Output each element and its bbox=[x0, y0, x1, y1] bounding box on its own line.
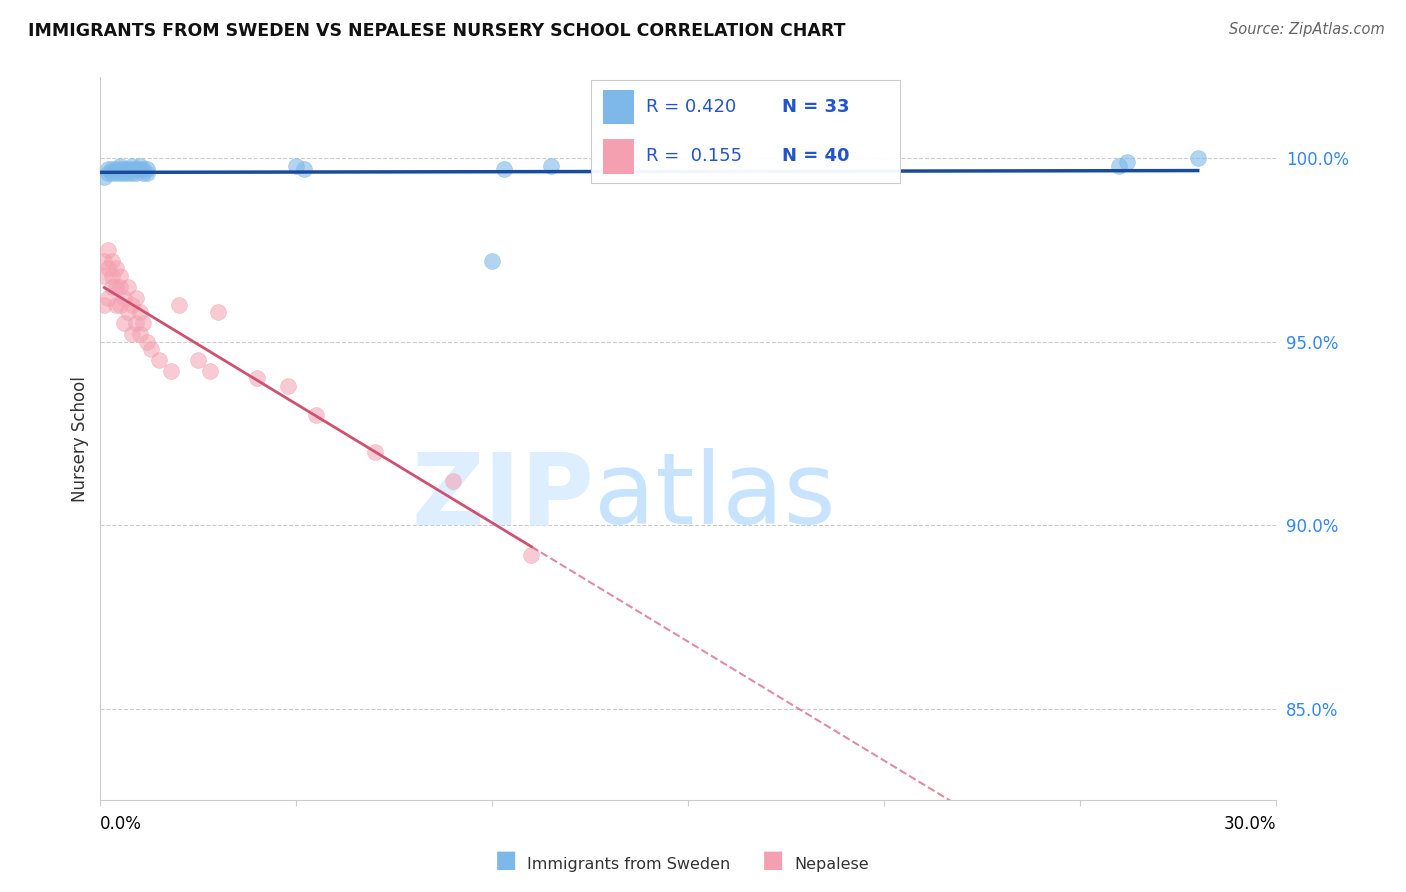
Text: R =  0.155: R = 0.155 bbox=[647, 147, 742, 165]
Point bbox=[121, 159, 143, 173]
Point bbox=[124, 166, 146, 180]
Point bbox=[117, 162, 139, 177]
Point bbox=[1187, 151, 1209, 165]
Point bbox=[117, 279, 139, 293]
Point bbox=[363, 444, 385, 458]
Point bbox=[481, 254, 503, 268]
Point bbox=[101, 268, 124, 283]
Point bbox=[136, 166, 159, 180]
Point bbox=[108, 279, 131, 293]
Point bbox=[167, 298, 190, 312]
Point bbox=[124, 291, 146, 305]
Point bbox=[148, 353, 170, 368]
Y-axis label: Nursery School: Nursery School bbox=[72, 376, 89, 502]
Point bbox=[160, 364, 183, 378]
Point bbox=[121, 327, 143, 342]
Text: N = 40: N = 40 bbox=[782, 147, 849, 165]
Point bbox=[136, 162, 159, 177]
Point bbox=[128, 159, 150, 173]
Point bbox=[128, 162, 150, 177]
Point bbox=[101, 166, 124, 180]
Text: atlas: atlas bbox=[595, 449, 835, 545]
Point bbox=[540, 159, 562, 173]
Point bbox=[93, 268, 115, 283]
Point bbox=[520, 548, 543, 562]
Point bbox=[101, 279, 124, 293]
Point bbox=[121, 166, 143, 180]
Point bbox=[105, 298, 128, 312]
Point bbox=[1108, 159, 1130, 173]
Text: ■: ■ bbox=[762, 848, 785, 872]
Text: Nepalese: Nepalese bbox=[794, 857, 869, 872]
Point bbox=[105, 162, 128, 177]
Point bbox=[101, 162, 124, 177]
Point bbox=[108, 162, 131, 177]
Bar bbox=[603, 139, 634, 174]
Point bbox=[112, 166, 135, 180]
Point bbox=[117, 166, 139, 180]
Point bbox=[124, 316, 146, 330]
Point bbox=[132, 166, 155, 180]
Point bbox=[108, 298, 131, 312]
Point bbox=[246, 371, 269, 385]
Point bbox=[97, 261, 120, 276]
Point bbox=[141, 342, 163, 356]
Point bbox=[97, 291, 120, 305]
Point bbox=[112, 316, 135, 330]
Point bbox=[121, 298, 143, 312]
Text: R = 0.420: R = 0.420 bbox=[647, 98, 737, 116]
Point bbox=[132, 162, 155, 177]
Point bbox=[198, 364, 221, 378]
Point bbox=[93, 169, 115, 184]
Point bbox=[187, 353, 209, 368]
Point bbox=[136, 334, 159, 349]
Point bbox=[305, 408, 328, 422]
Text: ZIP: ZIP bbox=[412, 449, 595, 545]
Point bbox=[207, 305, 229, 319]
Point bbox=[132, 316, 155, 330]
Text: N = 33: N = 33 bbox=[782, 98, 849, 116]
Point bbox=[285, 159, 308, 173]
Point bbox=[105, 279, 128, 293]
Bar bbox=[603, 89, 634, 124]
Point bbox=[93, 298, 115, 312]
Text: ■: ■ bbox=[495, 848, 517, 872]
Point bbox=[492, 162, 515, 177]
Text: Source: ZipAtlas.com: Source: ZipAtlas.com bbox=[1229, 22, 1385, 37]
Point bbox=[112, 291, 135, 305]
Text: IMMIGRANTS FROM SWEDEN VS NEPALESE NURSERY SCHOOL CORRELATION CHART: IMMIGRANTS FROM SWEDEN VS NEPALESE NURSE… bbox=[28, 22, 845, 40]
Point bbox=[1116, 154, 1139, 169]
Point bbox=[277, 378, 299, 392]
Point bbox=[108, 268, 131, 283]
Point bbox=[441, 474, 464, 488]
Point bbox=[105, 166, 128, 180]
Point bbox=[108, 166, 131, 180]
Point bbox=[128, 305, 150, 319]
Point bbox=[97, 243, 120, 257]
Point bbox=[292, 162, 315, 177]
Point bbox=[117, 305, 139, 319]
Point bbox=[105, 261, 128, 276]
Point bbox=[101, 254, 124, 268]
Point bbox=[108, 159, 131, 173]
Point bbox=[121, 162, 143, 177]
Text: Immigrants from Sweden: Immigrants from Sweden bbox=[527, 857, 731, 872]
Point bbox=[112, 162, 135, 177]
Point bbox=[97, 162, 120, 177]
Text: 30.0%: 30.0% bbox=[1223, 815, 1277, 833]
Text: 0.0%: 0.0% bbox=[100, 815, 142, 833]
Point bbox=[93, 254, 115, 268]
Point bbox=[124, 162, 146, 177]
Point bbox=[97, 166, 120, 180]
Point bbox=[128, 327, 150, 342]
